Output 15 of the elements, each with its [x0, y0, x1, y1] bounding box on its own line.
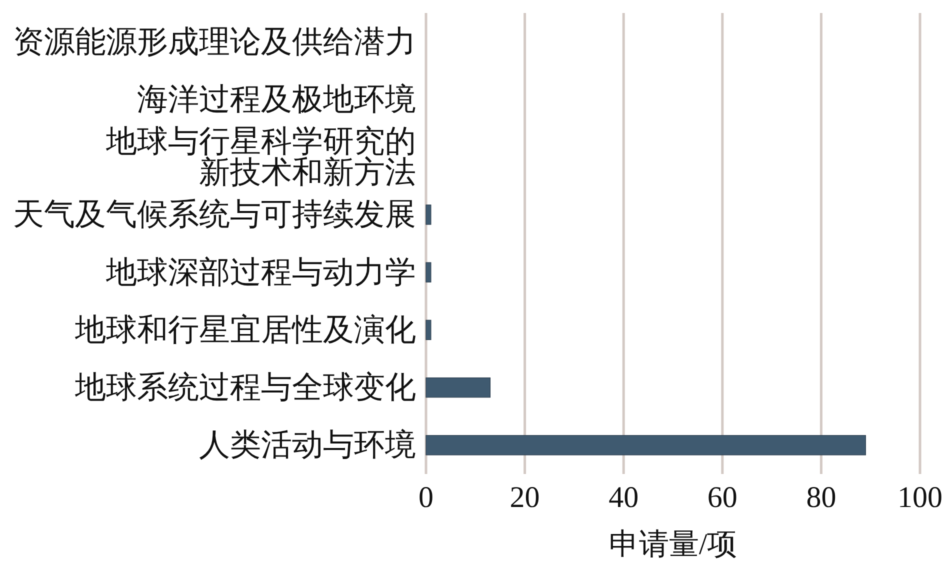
x-axis-title: 申请量/项: [608, 528, 738, 561]
tick-label: 40: [608, 481, 639, 514]
tick-label: 80: [806, 481, 836, 514]
tick-label: 0: [418, 481, 434, 514]
tick-label: 60: [707, 481, 738, 514]
category-label: 地球与行星科学研究的新技术和新方法: [106, 124, 416, 190]
category-label: 海洋过程及极地环境: [137, 81, 416, 116]
tick-label: 20: [510, 481, 540, 514]
category-label: 地球系统过程与全球变化: [75, 370, 416, 405]
category-label: 地球和行星宜居性及演化: [75, 312, 416, 347]
category-label: 地球深部过程与动力学: [106, 254, 416, 290]
category-label: 天气及气候系统与可持续发展: [13, 196, 416, 232]
tick-label: 100: [898, 481, 942, 514]
category-label: 人类活动与环境: [199, 427, 416, 462]
category-label: 资源能源形成理论及供给潜力: [13, 24, 416, 59]
